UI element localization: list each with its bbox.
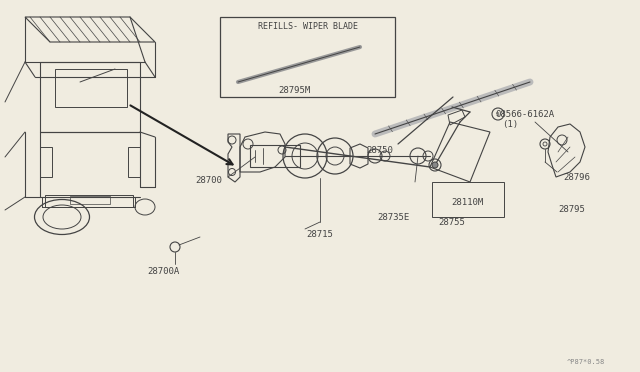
Bar (45, 195, 133, 207)
Text: 28110M: 28110M (451, 198, 483, 206)
Text: 28715: 28715 (307, 230, 333, 238)
Text: 28700: 28700 (195, 176, 222, 185)
Text: 28750: 28750 (366, 145, 393, 154)
Circle shape (432, 162, 438, 168)
Text: 28795: 28795 (559, 205, 586, 214)
Text: ^P87*0.58: ^P87*0.58 (567, 359, 605, 365)
Text: 28755: 28755 (438, 218, 465, 227)
Bar (220, 17, 395, 97)
Bar (250, 145, 300, 167)
Text: 28796: 28796 (563, 173, 590, 182)
Bar (55, 69, 127, 107)
Bar (432, 182, 504, 217)
Text: S: S (496, 112, 500, 116)
Text: 28735E: 28735E (378, 212, 410, 221)
Bar (128, 147, 140, 177)
Text: 08566-6162A: 08566-6162A (495, 109, 555, 119)
Bar (70, 196, 110, 204)
Text: 28795M: 28795M (278, 86, 310, 94)
Polygon shape (25, 17, 155, 42)
Bar (40, 147, 52, 177)
Text: (1): (1) (502, 119, 518, 128)
Text: 28700A: 28700A (147, 267, 179, 276)
Text: REFILLS- WIPER BLADE: REFILLS- WIPER BLADE (257, 22, 358, 31)
